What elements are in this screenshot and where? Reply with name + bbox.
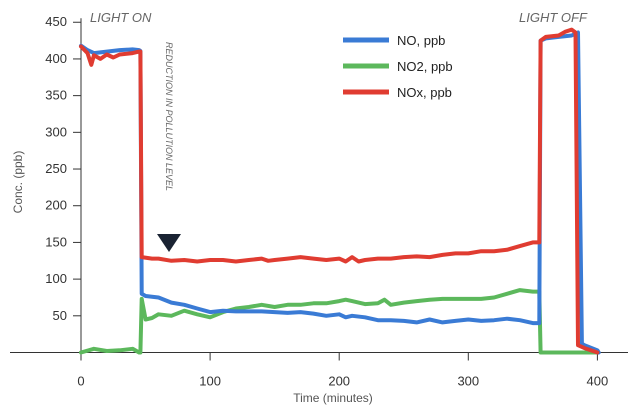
- x-tick-label: 0: [77, 374, 84, 389]
- legend: NO, ppb NO2, ppb NOx, ppb: [343, 33, 453, 100]
- y-tick-label: 450: [45, 14, 67, 29]
- y-axis-label: Conc. (ppb): [11, 151, 25, 214]
- x-axis-label: Time (minutes): [293, 391, 373, 405]
- light-off-annotation: LIGHT OFF: [519, 10, 588, 25]
- x-tick-label: 100: [199, 374, 221, 389]
- legend-label-no2: NO2, ppb: [397, 59, 453, 74]
- series-line-no2: [79, 288, 600, 355]
- y-tick-label: 50: [53, 308, 67, 323]
- y-tick-label: 100: [45, 271, 67, 286]
- light-on-annotation: LIGHT ON: [90, 10, 152, 25]
- reduction-annotation: REDUCTION IN POLLUTION LEVEL: [164, 42, 174, 191]
- y-tick-label: 150: [45, 234, 67, 249]
- x-tick-label: 300: [457, 374, 479, 389]
- y-tick-label: 200: [45, 198, 67, 213]
- reduction-arrow-icon: [157, 234, 181, 252]
- legend-label-nox: NOx, ppb: [397, 85, 452, 100]
- y-tick-label: 400: [45, 51, 67, 66]
- series-line-no: [79, 30, 601, 355]
- series-line-nox: [79, 27, 600, 355]
- legend-label-no: NO, ppb: [397, 33, 445, 48]
- x-tick-label: 200: [328, 374, 350, 389]
- axes: 50 100 150 200 250 300 350 400 450 0 100 200 300 400: [10, 14, 628, 389]
- y-tick-label: 350: [45, 88, 67, 103]
- y-tick-label: 250: [45, 161, 67, 176]
- x-tick-label: 400: [587, 374, 609, 389]
- series-lines: [79, 27, 601, 355]
- y-tick-label: 300: [45, 124, 67, 139]
